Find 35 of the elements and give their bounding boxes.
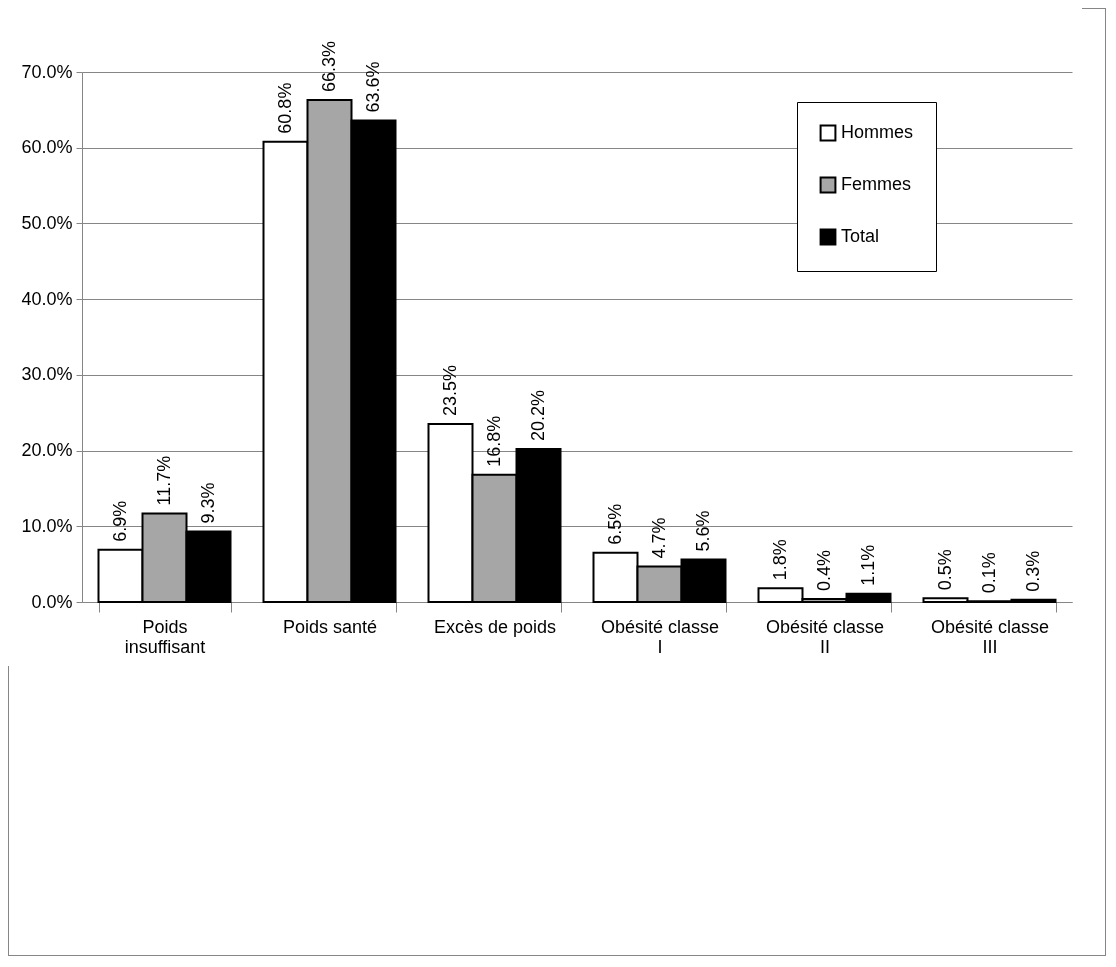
y-tick-label: 0.0%: [31, 591, 73, 612]
data-label: 4.7%: [648, 517, 669, 559]
x-tick-label: Poids santé: [282, 616, 378, 637]
data-label: 0.5%: [934, 549, 955, 591]
legend-label: Femmes: [841, 174, 912, 194]
x-tick-label: Obésité classe II: [765, 616, 885, 657]
data-label: 0.3%: [1022, 550, 1043, 592]
data-label: 9.3%: [197, 482, 218, 524]
x-tick-label: Poids insuffisant: [124, 616, 206, 657]
data-label: 20.2%: [527, 390, 548, 442]
data-label: 0.1%: [978, 552, 999, 594]
data-label: 63.6%: [362, 61, 383, 113]
y-tick-label: 60.0%: [21, 137, 73, 158]
data-label: 16.8%: [483, 415, 504, 467]
data-label: 5.6%: [692, 510, 713, 552]
data-label: 1.8%: [769, 539, 790, 581]
y-tick-label: 10.0%: [21, 515, 73, 536]
y-tick-label: 40.0%: [21, 288, 73, 309]
data-label: 0.4%: [813, 549, 834, 591]
legend-label: Hommes: [841, 122, 914, 142]
y-tick-label: 30.0%: [21, 364, 73, 385]
data-label: 11.7%: [153, 455, 174, 506]
y-tick-label: 70.0%: [21, 61, 73, 82]
x-tick-label: Excès de poids: [433, 616, 557, 637]
data-label: 6.5%: [604, 503, 625, 545]
data-label: 66.3%: [318, 40, 339, 93]
legend-label: Total: [841, 226, 880, 246]
data-label: 6.9%: [109, 500, 130, 542]
y-tick-label: 20.0%: [21, 440, 73, 461]
data-label: 60.8%: [274, 82, 295, 134]
x-tick-label: Obésité classe III: [930, 616, 1050, 657]
x-tick-label: Obésité classe I: [600, 616, 720, 657]
data-label: 23.5%: [439, 365, 460, 417]
data-label: 1.1%: [857, 544, 878, 586]
y-tick-label: 50.0%: [21, 212, 73, 233]
